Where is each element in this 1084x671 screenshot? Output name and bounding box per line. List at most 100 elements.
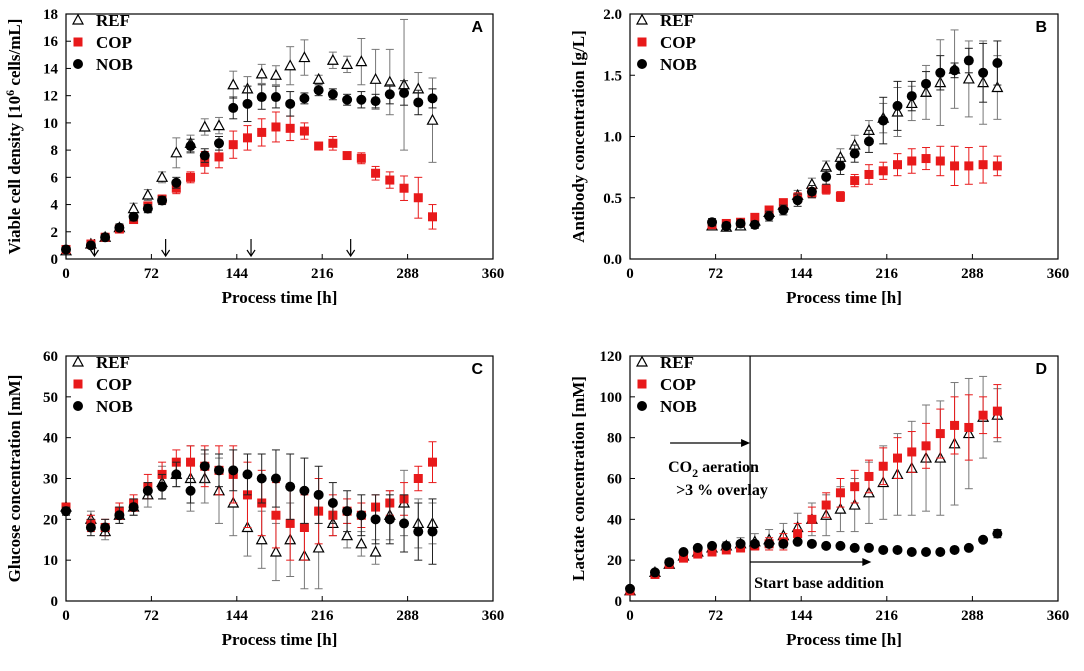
marker-nob-circle — [835, 160, 846, 171]
marker-nob-circle — [157, 195, 168, 206]
y-tick-label: 1.5 — [603, 68, 622, 84]
marker-nob-circle — [413, 97, 424, 108]
x-tick-label: 288 — [396, 266, 419, 282]
marker-cop-square — [186, 172, 196, 182]
marker-cop-square — [371, 168, 381, 178]
marker-ref-triangle — [255, 67, 268, 79]
marker-cop-square — [271, 510, 281, 520]
marker-nob-circle — [199, 461, 210, 472]
marker-nob-circle — [142, 485, 153, 496]
series-cop — [61, 441, 438, 561]
marker-cop-square — [921, 441, 931, 451]
x-tick-label: 360 — [482, 266, 505, 282]
y-tick-label: 0.5 — [603, 191, 622, 207]
marker-cop-square — [992, 406, 1002, 416]
marker-nob-circle — [171, 177, 182, 188]
marker-cop-square — [257, 127, 267, 137]
y-tick-label: 16 — [43, 34, 59, 50]
marker-nob-circle — [735, 538, 746, 549]
marker-cop-square — [878, 166, 888, 176]
x-tick-label: 360 — [1047, 608, 1070, 624]
marker-nob-circle — [921, 78, 932, 89]
marker-cop-square — [299, 126, 309, 136]
marker-ref-triangle — [71, 13, 85, 25]
series-nob — [61, 80, 438, 255]
marker-nob-circle — [963, 542, 974, 553]
marker-nob-circle — [285, 98, 296, 109]
marker-cop-square — [314, 141, 324, 151]
marker-nob-circle — [863, 136, 874, 147]
marker-nob-circle — [764, 538, 775, 549]
legend-label-ref: REF — [96, 353, 130, 372]
marker-nob-circle — [935, 547, 946, 557]
x-tick-label: 288 — [961, 608, 984, 624]
marker-nob-circle — [327, 89, 338, 100]
marker-cop-square — [764, 205, 774, 215]
y-tick-label: 60 — [43, 349, 58, 365]
marker-ref-triangle — [369, 72, 382, 84]
marker-cop-square — [637, 379, 647, 389]
marker-nob-circle — [114, 222, 125, 233]
marker-nob-circle — [256, 473, 267, 484]
y-tick-label: 80 — [607, 431, 622, 447]
x-tick-label: 0 — [626, 266, 634, 282]
y-tick-label: 12 — [43, 89, 58, 105]
marker-nob-circle — [61, 244, 71, 255]
y-tick-label: 40 — [607, 512, 622, 528]
legend-label-ref: REF — [660, 11, 694, 30]
marker-nob-circle — [128, 502, 139, 513]
marker-cop-square — [285, 518, 295, 528]
x-tick-label: 288 — [396, 608, 419, 624]
marker-ref-triangle — [355, 55, 368, 67]
marker-ref-triangle — [298, 51, 311, 63]
marker-ref-triangle — [369, 545, 382, 557]
marker-nob-circle — [342, 506, 353, 517]
marker-nob-circle — [61, 506, 71, 517]
marker-nob-circle — [892, 544, 903, 555]
marker-ref-triangle — [312, 72, 325, 84]
marker-nob-circle — [806, 186, 817, 197]
marker-nob-circle — [707, 217, 718, 228]
marker-nob-circle — [821, 540, 832, 551]
marker-nob-circle — [892, 100, 903, 111]
marker-nob-circle — [949, 544, 960, 555]
panel-D: 0 72 144 216 288 360 0 20 40 60 80 100 120 Process ti… — [569, 349, 1069, 649]
marker-nob-circle — [963, 55, 974, 66]
x-tick-label: 0 — [62, 608, 70, 624]
legend-label-cop: COP — [96, 375, 132, 394]
y-tick-label: 0 — [615, 594, 623, 610]
marker-nob-circle — [806, 538, 817, 549]
marker-nob-circle — [906, 547, 917, 557]
marker-cop-square — [73, 37, 83, 47]
x-tick-label: 216 — [311, 608, 334, 624]
legend-label-nob: NOB — [660, 397, 697, 416]
marker-cop-square — [413, 193, 423, 203]
series-nob — [61, 449, 438, 565]
marker-nob-circle — [100, 232, 111, 243]
marker-nob-circle — [992, 58, 1003, 68]
marker-nob-circle — [299, 485, 310, 496]
marker-cop-square — [921, 154, 931, 164]
marker-cop-square — [356, 153, 366, 163]
y-tick-label: 30 — [43, 472, 58, 488]
marker-nob-circle — [185, 141, 196, 152]
marker-nob-circle — [792, 195, 803, 206]
marker-nob-circle — [413, 526, 424, 537]
panel-label: C — [471, 361, 483, 378]
legend-label-cop: COP — [96, 33, 132, 52]
legend-label-cop: COP — [660, 375, 696, 394]
marker-cop-square — [214, 152, 224, 162]
marker-cop-square — [864, 169, 874, 179]
marker-nob-circle — [100, 522, 111, 533]
marker-cop-square — [893, 160, 902, 170]
marker-nob-circle — [821, 171, 832, 182]
marker-cop-square — [850, 482, 860, 492]
y-tick-label: 10 — [43, 116, 58, 132]
x-axis-label: Process time [h] — [786, 288, 902, 307]
marker-cop-square — [637, 37, 647, 47]
marker-nob-circle — [978, 534, 989, 545]
y-tick-label: 0 — [51, 594, 59, 610]
marker-ref-triangle — [962, 72, 975, 84]
marker-cop-square — [693, 549, 703, 559]
marker-nob-circle — [157, 481, 168, 492]
